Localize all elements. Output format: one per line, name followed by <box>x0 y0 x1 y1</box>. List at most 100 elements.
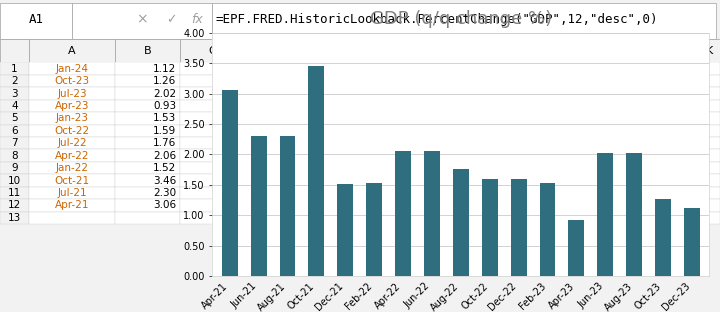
FancyBboxPatch shape <box>29 162 115 174</box>
FancyBboxPatch shape <box>569 149 634 162</box>
FancyBboxPatch shape <box>310 199 374 212</box>
Text: 1.52: 1.52 <box>153 163 176 173</box>
FancyBboxPatch shape <box>504 39 569 62</box>
Text: 2: 2 <box>11 76 18 86</box>
FancyBboxPatch shape <box>180 75 245 87</box>
FancyBboxPatch shape <box>180 162 245 174</box>
Text: 2.06: 2.06 <box>153 151 176 161</box>
FancyBboxPatch shape <box>0 112 29 124</box>
FancyBboxPatch shape <box>0 137 29 149</box>
FancyBboxPatch shape <box>245 124 310 137</box>
FancyBboxPatch shape <box>180 137 245 149</box>
FancyBboxPatch shape <box>634 124 698 137</box>
FancyBboxPatch shape <box>634 39 698 62</box>
Text: fx: fx <box>191 13 202 26</box>
FancyBboxPatch shape <box>698 174 720 187</box>
FancyBboxPatch shape <box>245 212 310 224</box>
FancyBboxPatch shape <box>374 199 439 212</box>
FancyBboxPatch shape <box>310 75 374 87</box>
Text: Jul-21: Jul-21 <box>57 188 87 198</box>
Text: 2.02: 2.02 <box>153 89 176 99</box>
FancyBboxPatch shape <box>115 149 180 162</box>
FancyBboxPatch shape <box>0 174 29 187</box>
FancyBboxPatch shape <box>634 149 698 162</box>
FancyBboxPatch shape <box>29 112 115 124</box>
FancyBboxPatch shape <box>0 187 29 199</box>
Bar <box>482 179 498 276</box>
Text: ✓: ✓ <box>166 13 176 26</box>
FancyBboxPatch shape <box>698 100 720 112</box>
FancyBboxPatch shape <box>180 199 245 212</box>
FancyBboxPatch shape <box>0 199 29 212</box>
FancyBboxPatch shape <box>634 62 698 75</box>
Text: D: D <box>273 46 282 56</box>
Text: 1.26: 1.26 <box>153 76 176 86</box>
FancyBboxPatch shape <box>180 174 245 187</box>
FancyBboxPatch shape <box>29 124 115 137</box>
FancyBboxPatch shape <box>180 212 245 224</box>
FancyBboxPatch shape <box>504 62 569 75</box>
Text: 1: 1 <box>11 64 18 74</box>
FancyBboxPatch shape <box>310 149 374 162</box>
FancyBboxPatch shape <box>439 100 504 112</box>
Text: Oct-21: Oct-21 <box>55 176 89 186</box>
FancyBboxPatch shape <box>569 212 634 224</box>
FancyBboxPatch shape <box>439 87 504 100</box>
FancyBboxPatch shape <box>439 75 504 87</box>
FancyBboxPatch shape <box>0 75 29 87</box>
FancyBboxPatch shape <box>698 212 720 224</box>
FancyBboxPatch shape <box>29 87 115 100</box>
Text: F: F <box>404 46 410 56</box>
FancyBboxPatch shape <box>29 187 115 199</box>
FancyBboxPatch shape <box>569 137 634 149</box>
FancyBboxPatch shape <box>374 162 439 174</box>
Text: Apr-23: Apr-23 <box>55 101 89 111</box>
FancyBboxPatch shape <box>374 75 439 87</box>
Bar <box>684 208 700 276</box>
FancyBboxPatch shape <box>245 199 310 212</box>
FancyBboxPatch shape <box>245 87 310 100</box>
FancyBboxPatch shape <box>180 187 245 199</box>
FancyBboxPatch shape <box>634 212 698 224</box>
FancyBboxPatch shape <box>439 162 504 174</box>
FancyBboxPatch shape <box>374 174 439 187</box>
Text: 10: 10 <box>8 176 21 186</box>
FancyBboxPatch shape <box>374 137 439 149</box>
FancyBboxPatch shape <box>569 187 634 199</box>
FancyBboxPatch shape <box>504 112 569 124</box>
FancyBboxPatch shape <box>374 39 439 62</box>
FancyBboxPatch shape <box>115 199 180 212</box>
Text: 0.93: 0.93 <box>153 101 176 111</box>
FancyBboxPatch shape <box>310 137 374 149</box>
Text: B: B <box>144 46 151 56</box>
Text: 9: 9 <box>11 163 18 173</box>
Text: 3.46: 3.46 <box>153 176 176 186</box>
FancyBboxPatch shape <box>698 124 720 137</box>
Text: Jul-22: Jul-22 <box>57 138 87 148</box>
FancyBboxPatch shape <box>634 75 698 87</box>
FancyBboxPatch shape <box>0 162 29 174</box>
FancyBboxPatch shape <box>29 62 115 75</box>
FancyBboxPatch shape <box>310 62 374 75</box>
FancyBboxPatch shape <box>698 75 720 87</box>
FancyBboxPatch shape <box>0 62 29 75</box>
Bar <box>626 153 642 276</box>
Text: 8: 8 <box>11 151 18 161</box>
Text: 13: 13 <box>8 213 21 223</box>
FancyBboxPatch shape <box>115 212 180 224</box>
Text: I: I <box>600 46 603 56</box>
FancyBboxPatch shape <box>29 212 115 224</box>
FancyBboxPatch shape <box>439 62 504 75</box>
FancyBboxPatch shape <box>439 187 504 199</box>
Text: 6: 6 <box>11 126 18 136</box>
Text: K: K <box>706 46 713 56</box>
FancyBboxPatch shape <box>569 39 634 62</box>
Text: 12: 12 <box>8 201 21 211</box>
FancyBboxPatch shape <box>115 162 180 174</box>
FancyBboxPatch shape <box>698 187 720 199</box>
Text: Oct-23: Oct-23 <box>55 76 89 86</box>
FancyBboxPatch shape <box>29 137 115 149</box>
FancyBboxPatch shape <box>115 174 180 187</box>
Text: Apr-21: Apr-21 <box>55 201 89 211</box>
FancyBboxPatch shape <box>634 199 698 212</box>
